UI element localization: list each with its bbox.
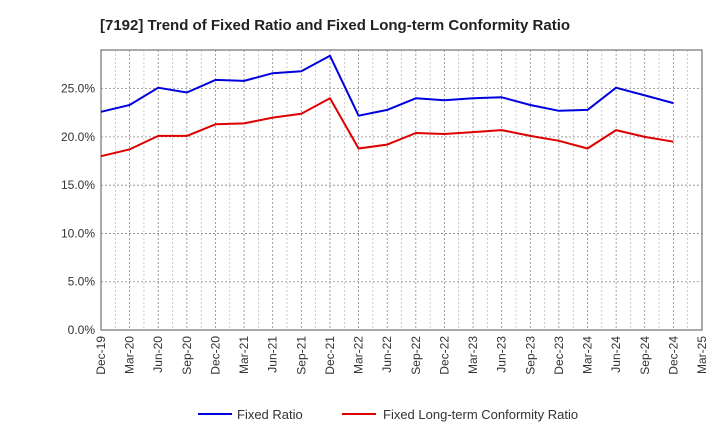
- x-tick-label: Mar-23: [466, 336, 480, 374]
- legend-label-2: Fixed Long-term Conformity Ratio: [383, 407, 578, 422]
- x-tick-label: Mar-24: [581, 336, 595, 374]
- x-tick-label: Mar-25: [695, 336, 709, 374]
- x-tick-label: Dec-20: [208, 336, 222, 375]
- legend: Fixed Ratio Fixed Long-term Conformity Ra…: [198, 407, 578, 422]
- x-tick-label: Dec-24: [666, 336, 680, 375]
- x-tick-label: Jun-22: [380, 336, 394, 373]
- y-tick-label: 0.0%: [68, 323, 96, 337]
- x-tick-label: Sep-21: [294, 336, 308, 375]
- x-tick-label: Mar-22: [352, 336, 366, 374]
- x-tick-label: Sep-20: [180, 336, 194, 375]
- x-tick-label: Dec-22: [437, 336, 451, 375]
- x-tick-label: Mar-21: [237, 336, 251, 374]
- y-tick-label: 20.0%: [61, 130, 95, 144]
- x-tick-label: Sep-24: [638, 336, 652, 375]
- chart-title: [7192] Trend of Fixed Ratio and Fixed Lo…: [100, 17, 570, 34]
- y-tick-label: 10.0%: [61, 226, 95, 240]
- legend-label-1: Fixed Ratio: [237, 407, 303, 422]
- series-line-1: [100, 54, 674, 117]
- y-tick-label: 15.0%: [61, 178, 95, 192]
- x-tick-label: Jun-21: [266, 336, 280, 373]
- y-tick-label: 5.0%: [68, 275, 96, 289]
- y-tick-label: 25.0%: [61, 82, 95, 96]
- x-tick-label: Dec-19: [94, 336, 108, 375]
- x-tick-label: Jun-20: [151, 336, 165, 373]
- x-tick-label: Sep-22: [409, 336, 423, 375]
- plot-area: 0.0% 5.0% 10.0% 15.0% 20.0% 25.0% Dec-19 Mar-20…: [61, 49, 709, 375]
- series-line-2: [100, 97, 674, 158]
- x-tick-label: Dec-21: [323, 336, 337, 375]
- x-tick-label: Dec-23: [552, 336, 566, 375]
- x-tick-label: Jun-24: [609, 336, 623, 373]
- x-tick-label: Sep-23: [523, 336, 537, 375]
- x-tick-label: Mar-20: [123, 336, 137, 374]
- x-tick-label: Jun-23: [495, 336, 509, 373]
